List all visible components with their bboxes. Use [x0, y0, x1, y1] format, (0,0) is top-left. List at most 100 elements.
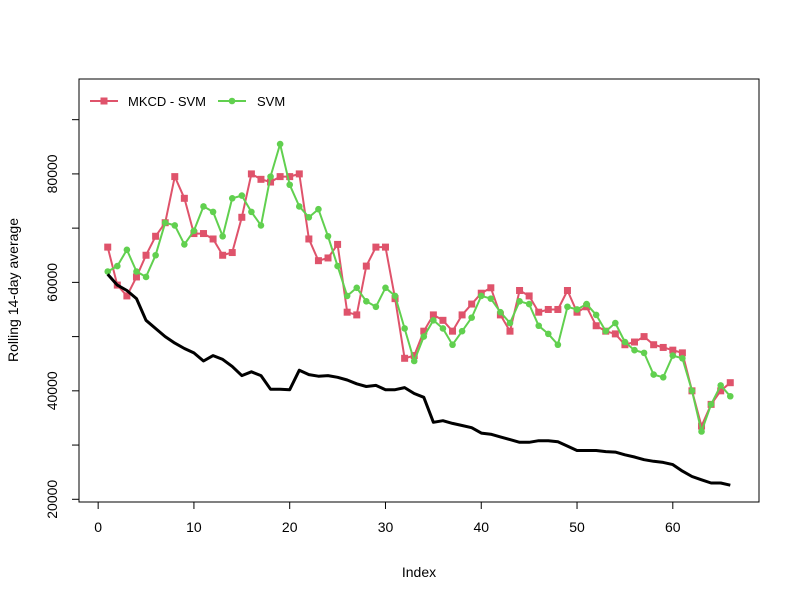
- data-point: [267, 178, 275, 186]
- data-point: [324, 254, 332, 262]
- data-point: [200, 203, 207, 210]
- data-point: [449, 341, 456, 349]
- data-point: [334, 240, 342, 248]
- data-point: [669, 346, 677, 354]
- data-point: [219, 232, 226, 240]
- data-point: [650, 341, 658, 349]
- data-point: [353, 311, 361, 319]
- data-point: [707, 401, 715, 408]
- data-point: [630, 338, 638, 346]
- legend-label: SVM: [257, 94, 285, 109]
- data-point: [726, 379, 734, 387]
- data-point: [142, 273, 150, 281]
- data-point: [621, 338, 629, 346]
- data-point: [152, 251, 159, 259]
- series-2: [106, 273, 731, 487]
- data-point: [276, 173, 284, 181]
- data-point: [219, 251, 227, 259]
- data-point: [563, 287, 571, 294]
- data-point: [420, 333, 428, 340]
- data-point: [142, 251, 150, 259]
- x-tick-label: 30: [378, 519, 394, 535]
- x-axis: 0 10 20 30 40 50 60: [94, 501, 681, 535]
- data-point: [133, 268, 140, 275]
- data-point: [171, 222, 179, 229]
- y-tick-label: 80000: [44, 154, 60, 193]
- y-tick-label: 20000: [44, 480, 60, 519]
- data-point: [334, 262, 341, 270]
- data-point: [190, 227, 198, 235]
- data-point: [458, 327, 466, 335]
- data-point: [688, 387, 696, 395]
- data-point: [209, 208, 217, 216]
- data-point: [564, 303, 571, 311]
- data-point: [286, 173, 294, 181]
- x-tick-label: 0: [94, 519, 102, 535]
- data-point: [631, 346, 638, 354]
- legend-label: MKCD - SVM: [128, 94, 206, 109]
- legend-item: SVM: [218, 94, 285, 109]
- data-point: [468, 300, 476, 308]
- data-point: [506, 327, 514, 335]
- data-point: [343, 292, 351, 300]
- data-point: [305, 213, 313, 221]
- data-point: [324, 232, 332, 240]
- data-point: [381, 243, 389, 251]
- data-point: [592, 322, 600, 330]
- data-point: [305, 235, 313, 243]
- data-point: [525, 292, 533, 300]
- data-point: [669, 352, 677, 359]
- data-point: [200, 230, 208, 238]
- data-point: [171, 173, 179, 181]
- data-point: [679, 354, 686, 362]
- data-point: [401, 325, 408, 332]
- data-point: [506, 319, 514, 327]
- data-point: [410, 357, 418, 365]
- data-point: [640, 349, 648, 357]
- data-point: [611, 330, 619, 338]
- data-point: [209, 235, 217, 243]
- data-point: [238, 192, 246, 199]
- legend-swatch-marker: [228, 97, 236, 105]
- data-point: [430, 317, 437, 324]
- data-point: [132, 273, 140, 281]
- data-point: [468, 314, 475, 321]
- x-tick-label: 60: [665, 519, 681, 535]
- data-point: [314, 257, 322, 265]
- x-axis-title: Index: [402, 564, 436, 580]
- data-point: [726, 392, 734, 400]
- data-point: [678, 349, 686, 357]
- legend: MKCD - SVM SVM: [90, 94, 285, 109]
- data-point: [640, 333, 648, 341]
- data-point: [382, 284, 389, 292]
- data-point: [362, 262, 370, 270]
- data-point: [516, 287, 524, 294]
- legend-item: MKCD - SVM: [90, 94, 206, 109]
- y-axis-title: Rolling 14-day average: [5, 218, 21, 362]
- data-point: [181, 241, 188, 248]
- data-point: [477, 292, 485, 300]
- data-point: [104, 243, 112, 251]
- data-point: [602, 327, 610, 335]
- x-tick-label: 10: [186, 519, 202, 535]
- data-point: [583, 300, 590, 308]
- y-tick-label: 40000: [44, 371, 60, 410]
- data-point: [449, 327, 457, 335]
- data-point: [180, 194, 188, 202]
- legend-swatch-marker: [100, 97, 108, 105]
- data-point: [248, 208, 255, 216]
- data-point: [123, 246, 131, 254]
- data-point: [659, 343, 667, 351]
- data-point: [592, 311, 600, 319]
- data-point: [286, 181, 294, 189]
- data-point: [161, 219, 169, 227]
- data-point: [487, 295, 495, 302]
- data-point: [247, 170, 255, 178]
- data-point: [295, 170, 303, 178]
- series-layer: [104, 140, 734, 487]
- data-point: [717, 382, 724, 389]
- data-point: [439, 316, 447, 324]
- x-tick-label: 40: [473, 519, 489, 535]
- data-point: [391, 292, 399, 300]
